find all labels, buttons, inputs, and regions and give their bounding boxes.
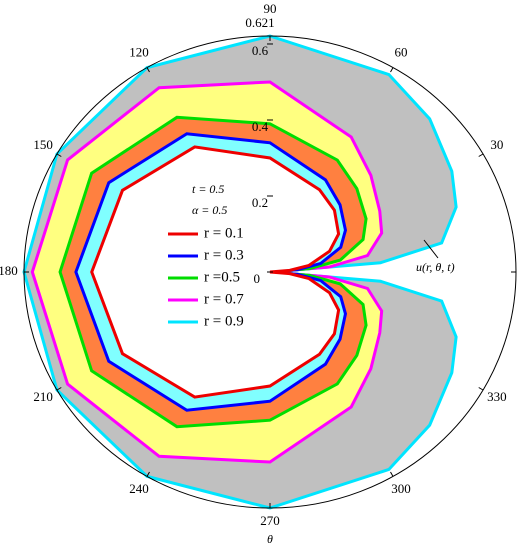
- theta-tick-label: 60: [395, 45, 408, 60]
- theta-tick-label: 330: [487, 389, 507, 404]
- theta-tick-label: 300: [391, 481, 411, 496]
- series-curve: [90, 145, 341, 399]
- theta-tick: [390, 67, 394, 73]
- annotation: α = 0.5: [192, 203, 227, 217]
- theta-tick-label: 270: [260, 513, 280, 528]
- theta-tick-label: 210: [33, 389, 53, 404]
- r-tick-label: 0.4: [252, 119, 269, 134]
- theta-tick: [56, 153, 62, 157]
- annotation: u(r, θ, t): [416, 260, 455, 274]
- theta-tick: [478, 153, 484, 157]
- theta-tick-label: 120: [129, 45, 149, 60]
- legend-label: r = 0.1: [204, 225, 244, 241]
- theta-tick: [146, 67, 150, 73]
- x-axis-label: θ: [267, 532, 273, 546]
- theta-tick: [390, 471, 394, 477]
- leader-line: [423, 239, 439, 259]
- theta-tick-label: 240: [129, 481, 149, 496]
- theta-tick: [478, 387, 484, 391]
- r-tick-label: 0.621: [245, 15, 274, 30]
- legend-label: r = 0.3: [204, 247, 244, 263]
- theta-tick-label: 180: [0, 263, 18, 278]
- r-tick-label: 0.2: [252, 195, 268, 210]
- legend-label: r =0.5: [204, 269, 240, 285]
- theta-tick-label: 90: [264, 1, 277, 16]
- legend-label: r = 0.7: [204, 291, 244, 307]
- r-tick-label: 0.6: [252, 43, 269, 58]
- theta-tick: [146, 471, 150, 477]
- legend-label: r = 0.9: [204, 313, 244, 329]
- theta-tick: [56, 387, 62, 391]
- r-tick-label: 0: [254, 271, 261, 286]
- theta-tick-label: 30: [490, 137, 503, 152]
- annotation: t = 0.5: [192, 182, 224, 196]
- theta-tick-label: 150: [33, 137, 53, 152]
